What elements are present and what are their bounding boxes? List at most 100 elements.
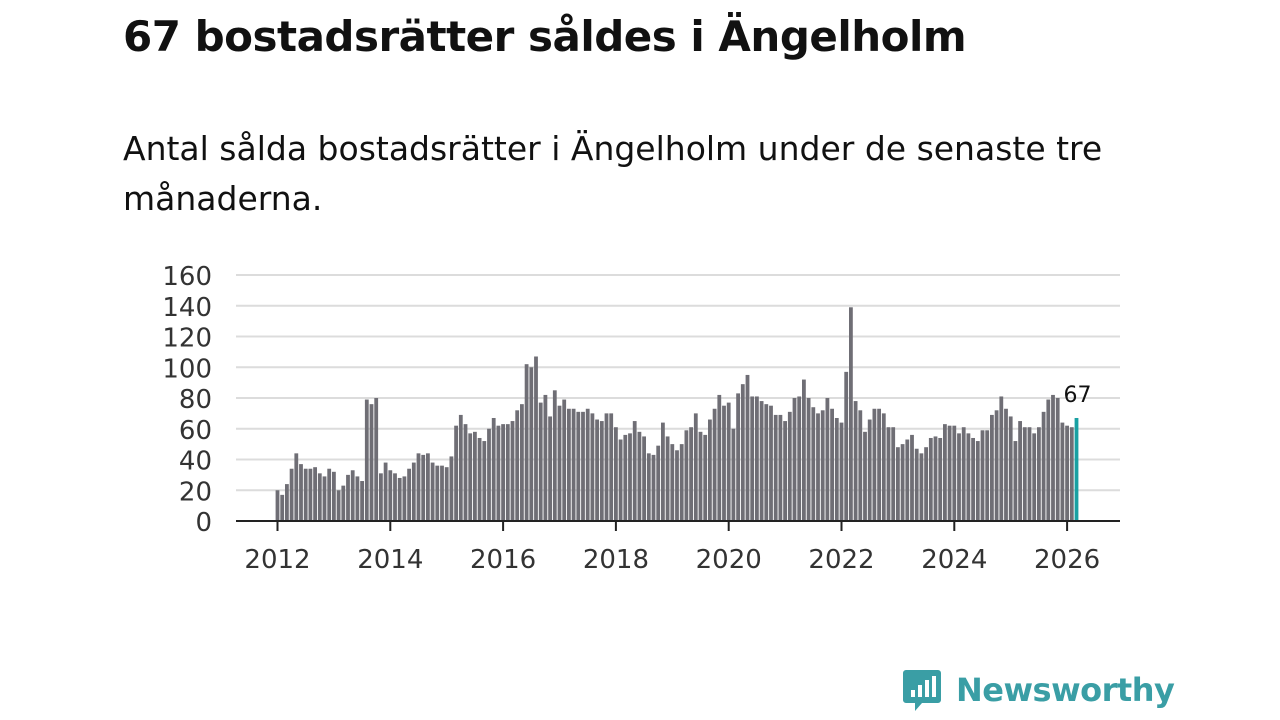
bar <box>280 494 285 521</box>
bar <box>731 428 736 521</box>
bar <box>839 422 844 521</box>
bar <box>811 407 816 521</box>
bar <box>778 414 783 521</box>
bar <box>501 424 505 521</box>
bar <box>661 422 665 521</box>
bar <box>750 396 755 521</box>
bar <box>867 419 872 521</box>
bar <box>877 408 881 521</box>
bar <box>698 431 703 521</box>
bar <box>646 453 651 521</box>
bar <box>604 413 609 521</box>
bars <box>275 307 1079 521</box>
bar <box>609 413 614 521</box>
bar <box>308 468 313 521</box>
bar <box>327 468 332 521</box>
bar <box>285 484 289 521</box>
bar <box>449 456 454 521</box>
bar <box>773 414 778 521</box>
bar <box>740 384 745 521</box>
bar <box>990 414 994 521</box>
bar <box>910 434 914 521</box>
bar <box>426 453 430 521</box>
bar <box>440 465 444 521</box>
bar <box>1022 427 1027 521</box>
bar <box>299 464 303 521</box>
bar-latest <box>1074 417 1079 521</box>
bar <box>924 447 928 521</box>
bar <box>618 439 623 521</box>
bar <box>1046 399 1051 521</box>
newsworthy-logo: Newsworthy <box>902 668 1175 712</box>
brand-name: Newsworthy <box>956 671 1175 709</box>
bar <box>1055 398 1060 521</box>
bar <box>689 427 693 521</box>
bar <box>693 413 698 521</box>
bar <box>736 393 740 521</box>
bar <box>416 453 421 521</box>
bar <box>383 462 388 521</box>
bar <box>914 448 919 521</box>
bar <box>562 399 567 521</box>
bar <box>675 450 679 521</box>
bar <box>994 410 999 521</box>
bar <box>350 470 355 521</box>
y-tick-label: 40 <box>179 447 212 477</box>
bar <box>614 427 618 521</box>
bar <box>825 398 830 521</box>
bar <box>881 413 886 521</box>
bar <box>717 394 722 521</box>
x-tick-label: 2012 <box>244 545 310 575</box>
chart-subtitle: Antal sålda bostadsrätter i Ängelholm un… <box>123 129 1103 218</box>
bar <box>388 470 393 521</box>
bar <box>806 398 811 521</box>
bar <box>952 425 957 521</box>
bar <box>642 436 646 521</box>
bar <box>275 490 280 521</box>
bar <box>477 437 482 521</box>
bar <box>797 396 802 521</box>
bar <box>632 421 637 521</box>
bar <box>317 473 322 521</box>
bar <box>999 396 1004 521</box>
x-tick-label: 2018 <box>583 545 649 575</box>
bar <box>303 468 308 521</box>
bar <box>891 427 896 521</box>
bar <box>637 431 642 521</box>
page-title: 67 bostadsrätter såldes i Ängelholm <box>123 12 967 61</box>
bar <box>336 490 341 521</box>
bar <box>1041 411 1046 521</box>
bar <box>355 476 360 521</box>
bar <box>393 473 397 521</box>
bar <box>792 398 797 521</box>
x-tick-label: 2026 <box>1034 545 1100 575</box>
bar <box>491 417 496 521</box>
bar <box>769 405 773 521</box>
bar <box>834 417 839 521</box>
bar <box>1008 416 1013 521</box>
y-tick-label: 140 <box>162 293 212 323</box>
bar <box>369 404 374 521</box>
bar <box>726 402 731 521</box>
bar <box>322 476 327 521</box>
bar <box>468 433 473 521</box>
bar <box>444 467 449 521</box>
bar <box>665 436 670 521</box>
bar <box>853 401 858 521</box>
bar <box>947 425 952 521</box>
bar <box>505 424 510 521</box>
bar <box>487 428 491 521</box>
bar <box>411 462 416 521</box>
bar <box>458 414 463 521</box>
x-tick-label: 2020 <box>696 545 762 575</box>
bar <box>341 485 346 521</box>
bar <box>1060 422 1065 521</box>
bar <box>886 427 891 521</box>
last-value-label: 67 <box>1064 383 1092 408</box>
x-tick-label: 2024 <box>921 545 987 575</box>
bar <box>435 465 440 521</box>
bar <box>1065 425 1069 521</box>
bar <box>364 399 369 521</box>
x-tick-label: 2016 <box>470 545 536 575</box>
